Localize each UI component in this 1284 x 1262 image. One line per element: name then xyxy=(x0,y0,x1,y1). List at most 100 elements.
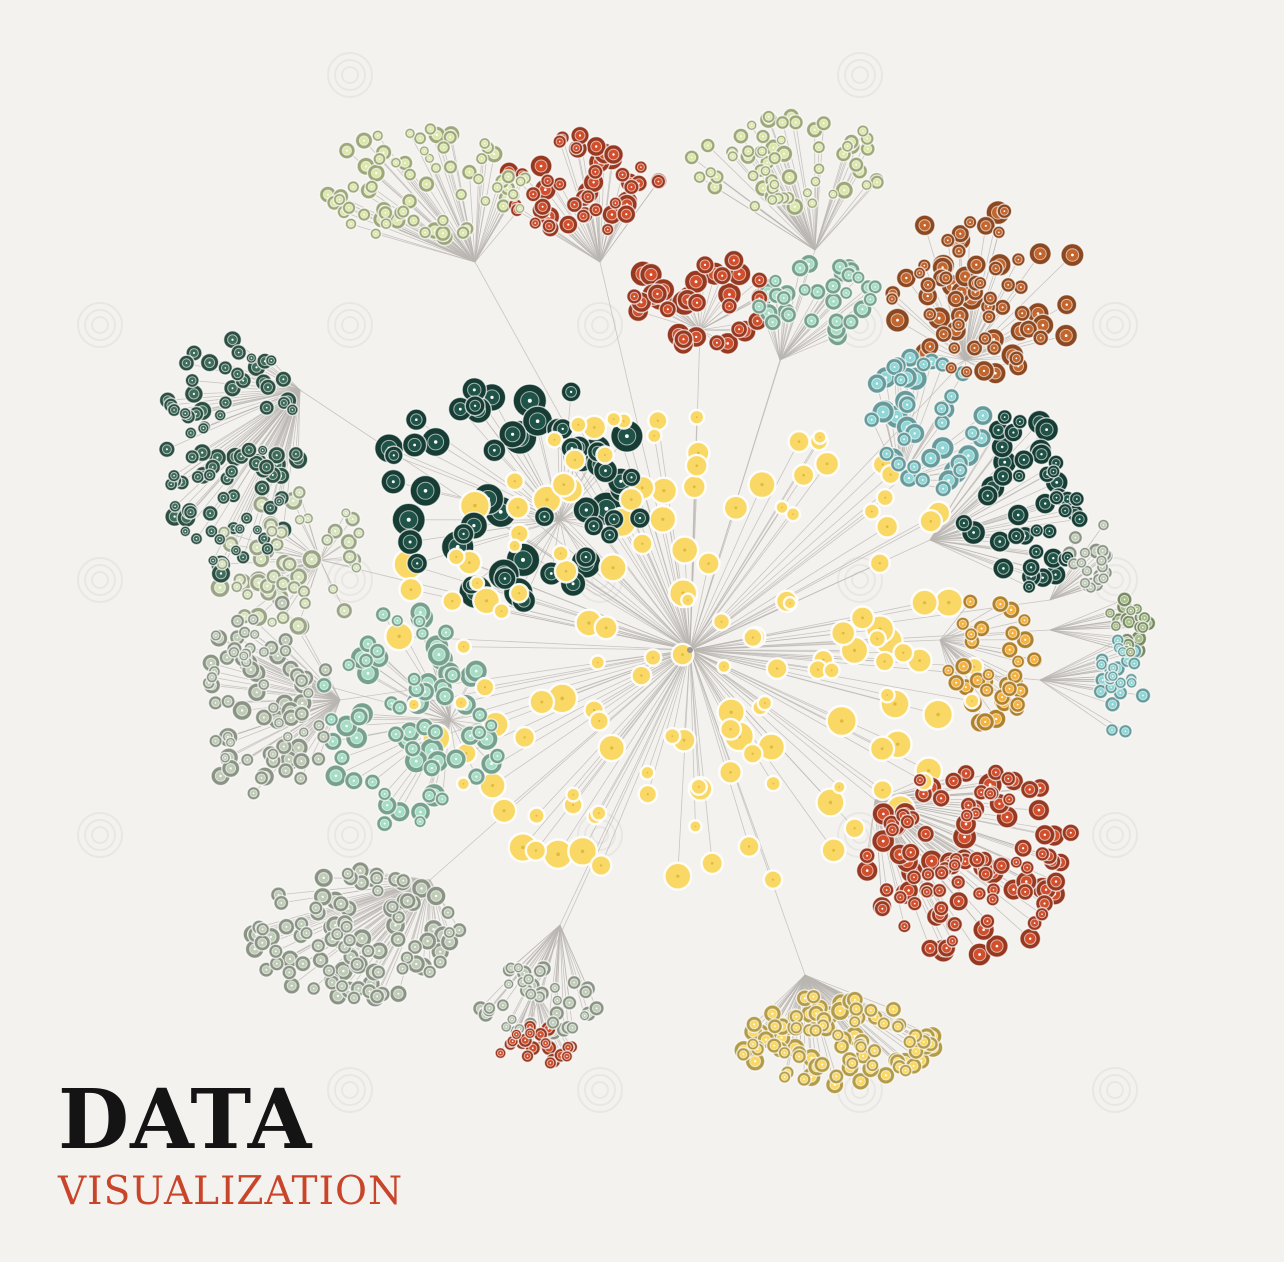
watermark-ring xyxy=(591,826,609,844)
node-center-dot xyxy=(292,499,295,502)
cluster-edge xyxy=(929,510,1066,541)
network-node xyxy=(815,787,846,818)
network-node xyxy=(873,650,896,673)
network-node xyxy=(686,292,708,313)
node-center-dot xyxy=(729,771,732,774)
node-center-dot xyxy=(1078,518,1081,521)
network-node xyxy=(1041,523,1058,540)
node-center-dot xyxy=(883,660,886,663)
node-center-dot xyxy=(425,183,428,186)
node-center-dot xyxy=(1024,890,1027,893)
node-center-dot xyxy=(475,775,478,778)
cluster-edge xyxy=(362,713,451,721)
network-node xyxy=(598,553,628,583)
node-center-dot xyxy=(767,311,770,314)
node-center-dot xyxy=(830,669,833,672)
cluster-edge xyxy=(689,649,840,788)
node-center-dot xyxy=(297,746,300,749)
node-center-dot xyxy=(592,181,595,184)
node-center-dot xyxy=(993,347,995,349)
node-center-dot xyxy=(1142,694,1144,697)
cluster-edge xyxy=(474,208,521,263)
network-node xyxy=(977,865,994,883)
cluster-edge xyxy=(782,122,816,251)
node-center-dot xyxy=(681,653,684,656)
node-center-dot xyxy=(434,731,437,734)
cluster-edge xyxy=(611,649,691,749)
node-center-dot xyxy=(413,443,416,447)
network-node xyxy=(621,467,642,488)
node-center-dot xyxy=(406,899,409,902)
cluster-edge xyxy=(929,539,1030,588)
node-center-dot xyxy=(971,432,974,434)
node-center-dot xyxy=(715,341,718,344)
node-center-dot xyxy=(661,517,665,521)
network-node xyxy=(525,185,542,203)
node-center-dot xyxy=(737,272,741,276)
network-node xyxy=(375,814,394,833)
cluster-edge xyxy=(929,518,1080,541)
network-node xyxy=(862,502,881,521)
network-node xyxy=(670,535,700,565)
network-node xyxy=(787,114,805,131)
node-center-dot xyxy=(936,712,940,717)
node-center-dot xyxy=(984,720,987,724)
node-center-dot xyxy=(382,613,385,616)
cluster-edge xyxy=(779,286,876,361)
node-center-dot xyxy=(862,1055,865,1057)
cluster-edge xyxy=(502,924,561,1006)
cluster-edge xyxy=(572,649,691,806)
network-node xyxy=(663,861,693,891)
watermark-ring xyxy=(1106,316,1124,334)
node-center-dot xyxy=(561,427,564,431)
network-node xyxy=(417,175,436,194)
cluster-edge xyxy=(689,632,844,651)
network-node xyxy=(589,854,613,877)
network-node xyxy=(337,141,356,160)
network-node xyxy=(764,774,782,793)
node-center-dot xyxy=(847,274,850,276)
cluster-edge xyxy=(318,699,341,760)
node-center-dot xyxy=(562,483,566,486)
cluster-edge xyxy=(193,389,301,395)
node-center-dot xyxy=(1029,937,1032,940)
watermark-logo xyxy=(327,52,373,98)
node-center-dot xyxy=(261,487,264,489)
node-center-dot xyxy=(518,532,521,535)
network-node xyxy=(658,300,677,319)
node-center-dot xyxy=(513,480,516,483)
node-center-dot xyxy=(209,512,212,515)
cluster-edge xyxy=(211,676,341,701)
cluster-edge xyxy=(776,197,816,251)
cluster-edge xyxy=(689,520,931,651)
node-center-dot xyxy=(366,671,370,675)
hub-link-edge xyxy=(559,519,691,651)
cluster-edge xyxy=(689,649,713,864)
node-center-dot xyxy=(945,947,948,950)
node-center-dot xyxy=(255,462,258,465)
network-node xyxy=(933,413,952,432)
network-node xyxy=(963,424,981,442)
node-center-dot xyxy=(523,971,526,974)
network-node xyxy=(867,629,887,649)
node-center-dot xyxy=(423,725,426,729)
network-node xyxy=(542,838,574,871)
node-center-dot xyxy=(261,941,264,944)
watermark-ring xyxy=(1099,1074,1131,1106)
hub-link-edge xyxy=(689,649,876,801)
network-node xyxy=(452,522,475,545)
network-node xyxy=(388,984,408,1004)
network-node xyxy=(780,167,799,186)
network-node xyxy=(1001,680,1019,698)
node-center-dot xyxy=(751,636,755,639)
watermark-ring xyxy=(84,819,116,851)
node-center-dot xyxy=(973,347,976,349)
node-center-dot xyxy=(284,769,287,772)
node-center-dot xyxy=(662,489,666,493)
node-center-dot xyxy=(334,924,337,927)
cluster-edge xyxy=(677,649,691,877)
network-node xyxy=(849,605,876,631)
node-center-dot xyxy=(468,561,471,564)
node-center-dot xyxy=(397,634,401,638)
node-center-dot xyxy=(881,463,884,466)
